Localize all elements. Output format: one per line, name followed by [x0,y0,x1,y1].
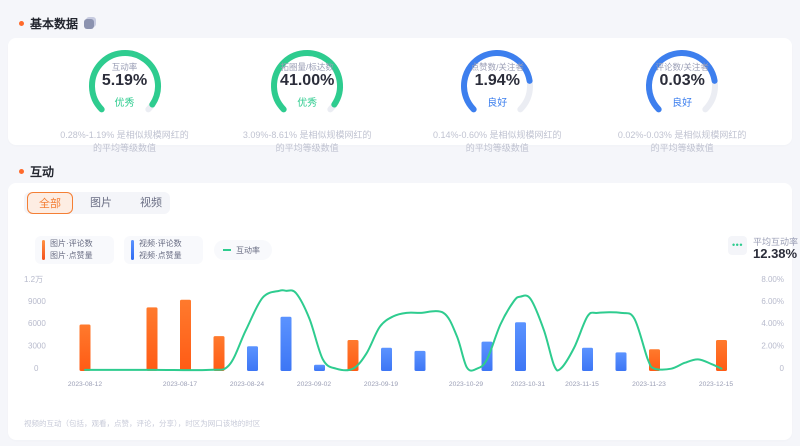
svg-text:2023-10-31: 2023-10-31 [511,381,545,388]
svg-text:1.2万: 1.2万 [24,275,43,284]
svg-text:6.00%: 6.00% [761,297,784,306]
svg-text:2.00%: 2.00% [761,342,784,351]
svg-text:2023-08-12: 2023-08-12 [68,381,102,388]
svg-text:0: 0 [780,364,785,373]
svg-text:2023-09-02: 2023-09-02 [297,381,331,388]
svg-text:2023-08-17: 2023-08-17 [163,381,197,388]
svg-text:9000: 9000 [28,297,46,306]
svg-text:2023-12-15: 2023-12-15 [699,381,733,388]
svg-text:8.00%: 8.00% [761,275,784,284]
svg-text:3000: 3000 [28,342,46,351]
svg-text:4.00%: 4.00% [761,319,784,328]
svg-text:2023-10-29: 2023-10-29 [449,381,483,388]
svg-text:2023-11-15: 2023-11-15 [565,381,599,388]
svg-text:2023-09-19: 2023-09-19 [364,381,398,388]
svg-text:0: 0 [34,364,39,373]
svg-text:2023-08-24: 2023-08-24 [230,381,264,388]
svg-text:2023-11-23: 2023-11-23 [632,381,666,388]
svg-text:6000: 6000 [28,319,46,328]
